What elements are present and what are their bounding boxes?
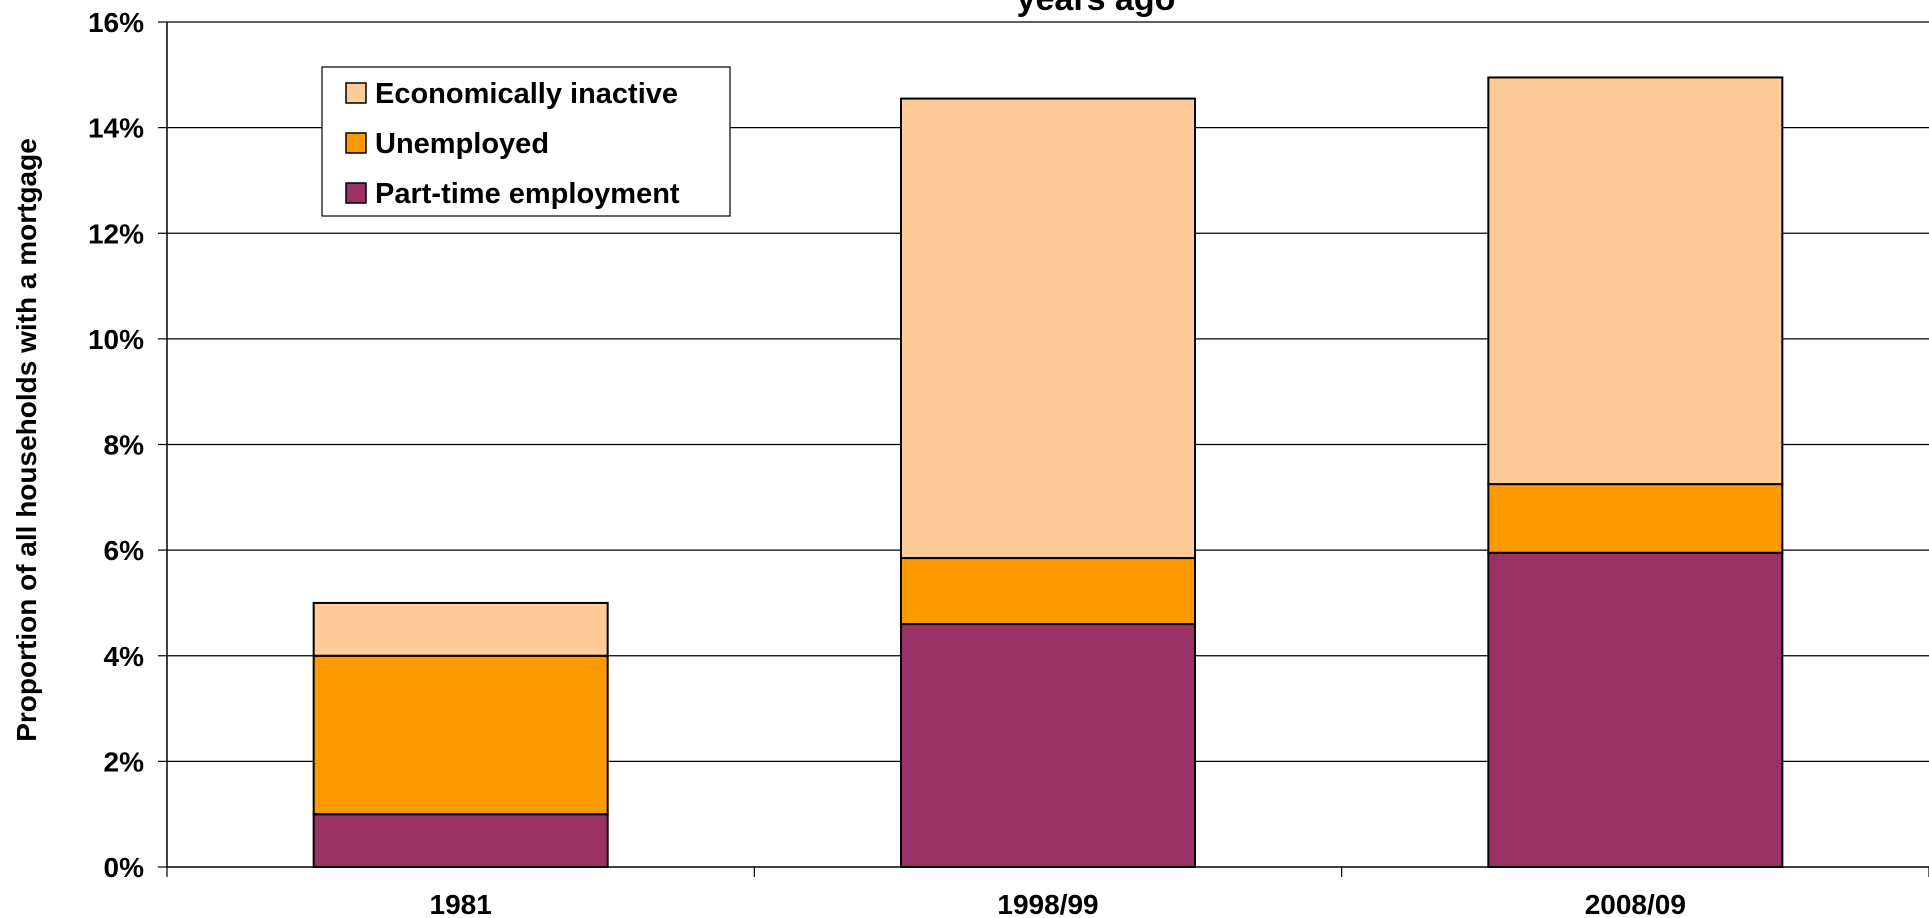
axes [166, 22, 1929, 877]
y-tick-label: 2% [104, 746, 145, 777]
bar-unemployed [900, 557, 1196, 626]
legend-label: Part-time employment [375, 178, 680, 210]
y-tick-label: 14% [88, 113, 144, 144]
bar-economically-inactive [1487, 76, 1784, 486]
legend-swatch [345, 82, 367, 104]
x-tick-label: 1998/99 [997, 889, 1098, 918]
x-tick-label: 1981 [430, 889, 492, 918]
x-tick-labels: 1981 1998/99 2008/09 [430, 889, 1686, 918]
y-tick-label: 16% [88, 7, 144, 38]
bar-part-time-employment [900, 623, 1196, 868]
bar-part-time-employment [1487, 551, 1784, 868]
legend-swatch [345, 132, 367, 154]
legend-label: Unemployed [375, 128, 549, 160]
y-tick-label: 8% [104, 430, 145, 461]
bars [312, 76, 1784, 868]
y-tick-label: 0% [104, 852, 145, 883]
y-tick-label: 10% [88, 324, 144, 355]
legend: Economically inactive Unemployed Part-time… [321, 66, 731, 217]
legend-swatch [345, 182, 367, 204]
x-tick-label: 2008/09 [1585, 889, 1686, 918]
bar-economically-inactive [312, 601, 609, 657]
legend-box [321, 66, 731, 217]
y-tick-label: 12% [88, 218, 144, 249]
legend-label: Economically inactive [375, 78, 678, 110]
bar-unemployed [312, 654, 609, 816]
y-tick-label: 4% [104, 641, 145, 672]
chart-title: years ago [1017, 0, 1176, 18]
bar-economically-inactive [900, 97, 1196, 560]
bar-part-time-employment [312, 813, 609, 868]
bar-unemployed [1487, 483, 1784, 554]
y-tick-label: 6% [104, 535, 145, 566]
y-axis-title: Proportion of all households with a mort… [11, 138, 42, 742]
y-tick-labels: 0% 2% 4% 6% 8% 10% 12% 14% 16% [88, 7, 144, 883]
